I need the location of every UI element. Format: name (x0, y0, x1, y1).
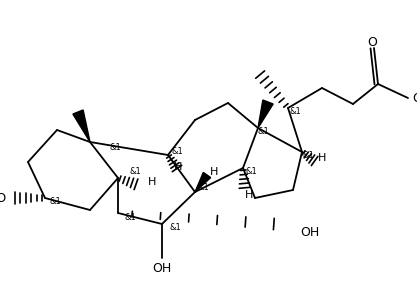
Text: H: H (245, 190, 254, 200)
Text: &1: &1 (172, 147, 184, 156)
Text: OH: OH (152, 262, 172, 274)
Text: &1: &1 (246, 167, 258, 176)
Text: &1: &1 (170, 223, 182, 233)
Text: &1: &1 (198, 184, 210, 193)
Polygon shape (195, 173, 211, 192)
Text: H: H (318, 153, 327, 163)
Text: &1: &1 (303, 150, 315, 159)
Text: &1: &1 (130, 167, 142, 176)
Polygon shape (73, 110, 90, 142)
Text: O: O (367, 36, 377, 48)
Text: &1: &1 (290, 108, 302, 117)
Text: &1: &1 (258, 127, 270, 137)
Polygon shape (258, 100, 273, 128)
Text: H: H (173, 162, 182, 172)
Text: H: H (210, 167, 219, 177)
Text: OH: OH (300, 225, 319, 239)
Text: &1: &1 (125, 213, 137, 222)
Text: HO: HO (0, 191, 7, 205)
Text: &1: &1 (50, 198, 62, 207)
Text: &1: &1 (110, 144, 122, 152)
Text: H: H (148, 177, 156, 187)
Text: OH: OH (412, 91, 417, 104)
